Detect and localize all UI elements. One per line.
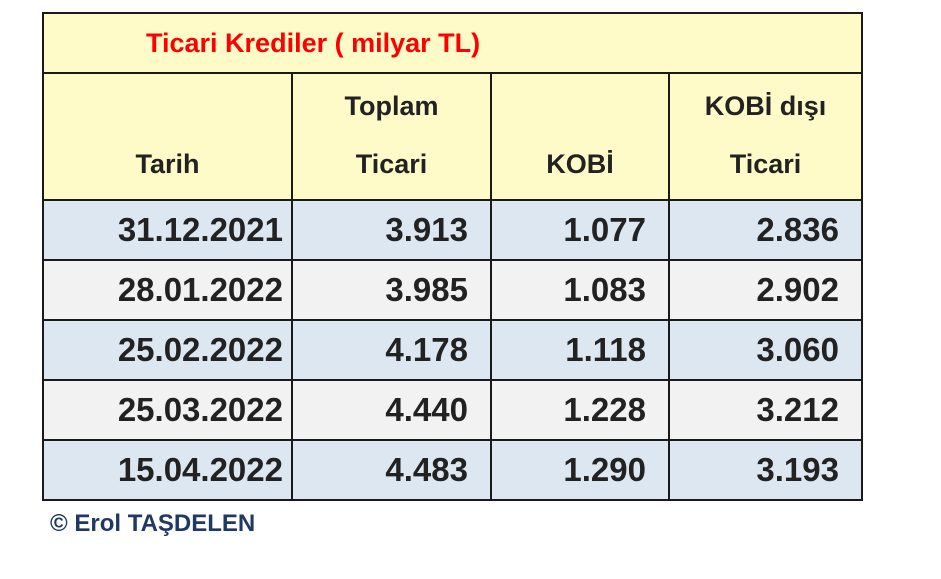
value-cell: 3.060: [668, 319, 863, 381]
value-cell: 3.985: [291, 259, 492, 321]
date-cell: 31.12.2021: [42, 199, 293, 261]
value-cell: 1.118: [490, 319, 670, 381]
header-cell: Toplam Ticari: [291, 72, 492, 201]
table-body: Ticari Krediler ( milyar TL) Tarih Toplam…: [42, 12, 863, 501]
value-cell: 4.178: [291, 319, 492, 381]
header-row: Tarih Toplam Ticari KOBİ KOBİ dışı Ticari: [42, 72, 863, 201]
header-cell: Tarih: [42, 72, 293, 201]
credit-table: Ticari Krediler ( milyar TL) Tarih Toplam…: [42, 12, 863, 501]
table-title: Ticari Krediler ( milyar TL): [42, 12, 863, 74]
date-cell: 15.04.2022: [42, 439, 293, 501]
value-cell: 3.212: [668, 379, 863, 441]
value-cell: 4.483: [291, 439, 492, 501]
value-cell: 1.228: [490, 379, 670, 441]
data-row: 25.02.2022 4.178 1.118 3.060: [42, 319, 863, 381]
date-cell: 25.02.2022: [42, 319, 293, 381]
header-cell: KOBİ dışı Ticari: [668, 72, 863, 201]
header-line: Tarih: [135, 149, 200, 179]
data-row: 15.04.2022 4.483 1.290 3.193: [42, 439, 863, 501]
value-cell: 1.077: [490, 199, 670, 261]
data-row: 31.12.2021 3.913 1.077 2.836: [42, 199, 863, 261]
value-cell: 2.902: [668, 259, 863, 321]
value-cell: 1.083: [490, 259, 670, 321]
value-cell: 4.440: [291, 379, 492, 441]
header-line: Ticari: [729, 149, 802, 179]
header-line: Ticari: [355, 149, 428, 179]
value-cell: 3.193: [668, 439, 863, 501]
value-cell: 2.836: [668, 199, 863, 261]
copyright: © Erol TAŞDELEN: [50, 510, 256, 537]
date-cell: 25.03.2022: [42, 379, 293, 441]
header-line: KOBİ: [546, 149, 614, 179]
header-line: KOBİ dışı: [704, 91, 827, 121]
date-cell: 28.01.2022: [42, 259, 293, 321]
title-row: Ticari Krediler ( milyar TL): [42, 12, 863, 74]
data-row: 28.01.2022 3.985 1.083 2.902: [42, 259, 863, 321]
value-cell: 3.913: [291, 199, 492, 261]
header-cell: KOBİ: [490, 72, 670, 201]
value-cell: 1.290: [490, 439, 670, 501]
header-line: Toplam: [344, 91, 439, 121]
data-row: 25.03.2022 4.440 1.228 3.212: [42, 379, 863, 441]
